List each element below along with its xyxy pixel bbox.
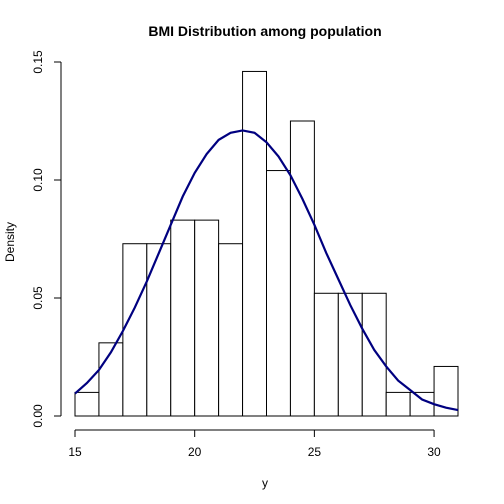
histogram-bar-13 <box>385 391 411 417</box>
y-tick-label-1: 0.05 <box>31 286 45 310</box>
density-curve-group <box>74 129 459 412</box>
y-axis-label: Density <box>3 222 17 262</box>
y-tick-label-0: 0.00 <box>31 404 45 428</box>
histogram-bar-8 <box>266 170 291 417</box>
histogram-bar-3 <box>146 243 172 417</box>
chart-title: BMI Distribution among population <box>148 23 381 39</box>
y-tick-label-2: 0.10 <box>31 168 45 192</box>
histogram-bar-9 <box>289 120 315 417</box>
x-tick-label-2: 25 <box>308 445 322 459</box>
y-axis: 0.00 0.05 0.10 0.15 <box>31 50 62 428</box>
x-tick-label-3: 30 <box>427 445 441 459</box>
x-axis: 15 20 25 30 <box>68 429 441 459</box>
x-tick-label-0: 15 <box>68 445 82 459</box>
histogram-bar-0 <box>74 391 100 417</box>
histogram-bar-11 <box>337 292 363 417</box>
density-curve-line <box>74 129 459 412</box>
x-axis-label: y <box>262 476 268 490</box>
histogram-bar-10 <box>313 292 339 417</box>
histogram-bars <box>74 70 459 417</box>
x-tick-label-1: 20 <box>188 445 202 459</box>
histogram-bar-14 <box>409 391 435 417</box>
y-tick-label-3: 0.15 <box>31 50 45 74</box>
histogram-bar-5 <box>194 219 220 417</box>
histogram-bar-12 <box>361 292 387 417</box>
histogram-bar-7 <box>242 70 267 417</box>
histogram-bar-15 <box>433 365 459 417</box>
histogram-bar-6 <box>218 243 244 417</box>
histogram-bar-2 <box>122 243 148 417</box>
histogram-bar-4 <box>170 219 196 417</box>
